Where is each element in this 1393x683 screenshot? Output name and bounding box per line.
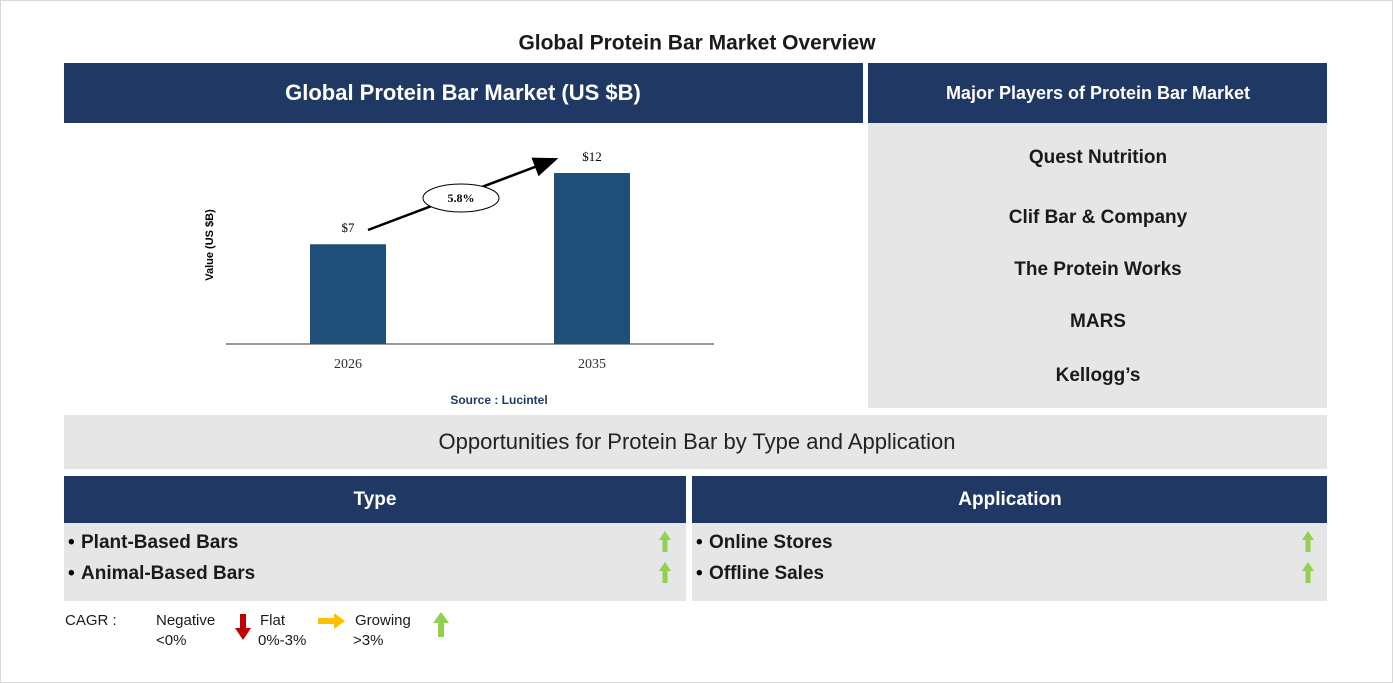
- player: The Protein Works: [1014, 259, 1182, 280]
- page-title: Global Protein Bar Market Overview: [518, 32, 876, 55]
- up-arrow: [659, 562, 671, 583]
- up-arrow: [1302, 531, 1314, 552]
- bullet: •: [696, 532, 703, 553]
- application-panel: [692, 523, 1327, 601]
- players-header: Major Players of Protein Bar Market: [946, 83, 1250, 103]
- player: MARS: [1070, 311, 1126, 332]
- x-tick-label: 2035: [578, 357, 606, 372]
- up-arrow: [1302, 562, 1314, 583]
- right-arrow: [318, 613, 345, 629]
- bullet: •: [696, 563, 703, 584]
- opportunities-band: [64, 415, 1327, 469]
- bullet: •: [68, 532, 75, 553]
- opportunities-title: Opportunities for Protein Bar by Type an…: [439, 429, 956, 454]
- application-header-bg: [692, 476, 1327, 523]
- application-item: Online Stores: [709, 532, 833, 553]
- players-panel: [868, 123, 1327, 408]
- legend-flat-range: 0%-3%: [258, 632, 306, 649]
- value-label: $7: [342, 220, 356, 235]
- player: Quest Nutrition: [1029, 147, 1167, 168]
- player: Clif Bar & Company: [1009, 207, 1188, 228]
- type-header: Type: [354, 489, 397, 510]
- market-header: Global Protein Bar Market (US $B): [285, 80, 641, 105]
- bar: [554, 173, 630, 344]
- source: Source : Lucintel: [450, 393, 547, 407]
- type-item: Plant-Based Bars: [81, 532, 238, 553]
- legend-negative: Negative: [156, 612, 215, 629]
- type-header-bg: [64, 476, 686, 523]
- players-header-bg: [868, 63, 1327, 123]
- y-axis-label: Value (US $B): [204, 209, 216, 281]
- legend-flat: Flat: [260, 612, 286, 629]
- legend-growing: Growing: [355, 612, 411, 629]
- cagr-annotation: 5.8%: [448, 191, 475, 205]
- value-label: $12: [582, 149, 602, 164]
- legend-negative-range: <0%: [156, 632, 186, 649]
- bar: [310, 244, 386, 344]
- down-arrow: [235, 614, 251, 640]
- legend-growing-range: >3%: [353, 632, 383, 649]
- cagr-bubble: [422, 183, 500, 213]
- application-item: Offline Sales: [709, 563, 824, 584]
- legend-label: CAGR :: [65, 612, 117, 629]
- bullet: •: [68, 563, 75, 584]
- up-arrow: [659, 531, 671, 552]
- type-panel: [64, 523, 686, 601]
- x-tick-label: 2026: [334, 357, 362, 372]
- market-header-bg: [64, 63, 863, 123]
- type-item: Animal-Based Bars: [81, 563, 255, 584]
- player: Kellogg’s: [1056, 365, 1141, 386]
- up-arrow: [433, 612, 449, 637]
- application-header: Application: [958, 489, 1061, 510]
